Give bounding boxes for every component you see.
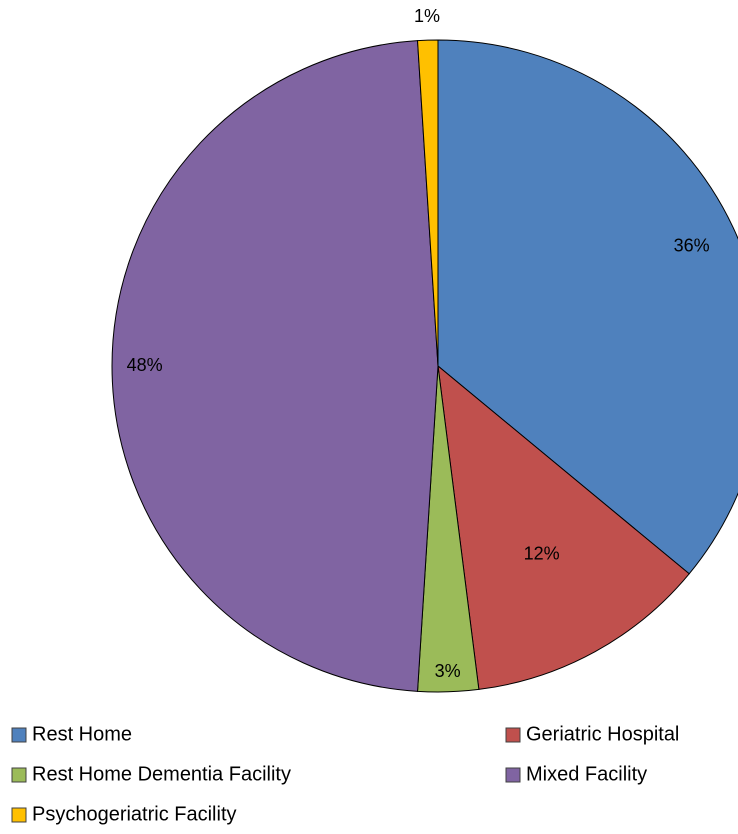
data-label-psychogeriatric-facility: 1% (414, 6, 440, 26)
data-label-geriatric-hospital: 12% (524, 543, 560, 563)
legend-swatch-psychogeriatric-facility (11, 807, 27, 823)
pie-slice-mixed-facility (111, 40, 439, 692)
pie-slices (111, 39, 738, 693)
legend-swatch-rest-home (11, 727, 27, 743)
pie-slice-geriatric-hospital (437, 364, 690, 690)
legend-label-geriatric-hospital: Geriatric Hospital (526, 723, 679, 745)
data-label-rest-home: 36% (674, 235, 710, 255)
legend-item-rest-home-dementia-facility: Rest Home Dementia Facility (11, 763, 291, 785)
legend-item-geriatric-hospital: Geriatric Hospital (505, 723, 679, 745)
pie-data-labels: 36% 12% 3% 48% 1% (127, 6, 710, 681)
legend-label-psychogeriatric-facility: Psychogeriatric Facility (32, 803, 237, 825)
data-label-mixed-facility: 48% (127, 355, 163, 375)
legend-label-rest-home: Rest Home (32, 723, 132, 745)
legend-swatch-geriatric-hospital (505, 727, 521, 743)
legend-label-rest-home-dementia-facility: Rest Home Dementia Facility (32, 763, 291, 785)
data-label-rest-home-dementia-facility: 3% (435, 661, 461, 681)
legend: Rest Home Geriatric Hospital Rest Home Dem… (11, 723, 679, 825)
legend-swatch-mixed-facility (505, 767, 521, 783)
legend-swatch-rest-home-dementia-facility (11, 767, 27, 783)
legend-label-mixed-facility: Mixed Facility (526, 763, 647, 785)
legend-item-rest-home: Rest Home (11, 723, 132, 745)
legend-item-psychogeriatric-facility: Psychogeriatric Facility (11, 803, 237, 825)
legend-item-mixed-facility: Mixed Facility (505, 763, 647, 785)
pie-slice-rest-home (437, 39, 738, 575)
pie-slice-psychogeriatric-facility (416, 39, 439, 367)
